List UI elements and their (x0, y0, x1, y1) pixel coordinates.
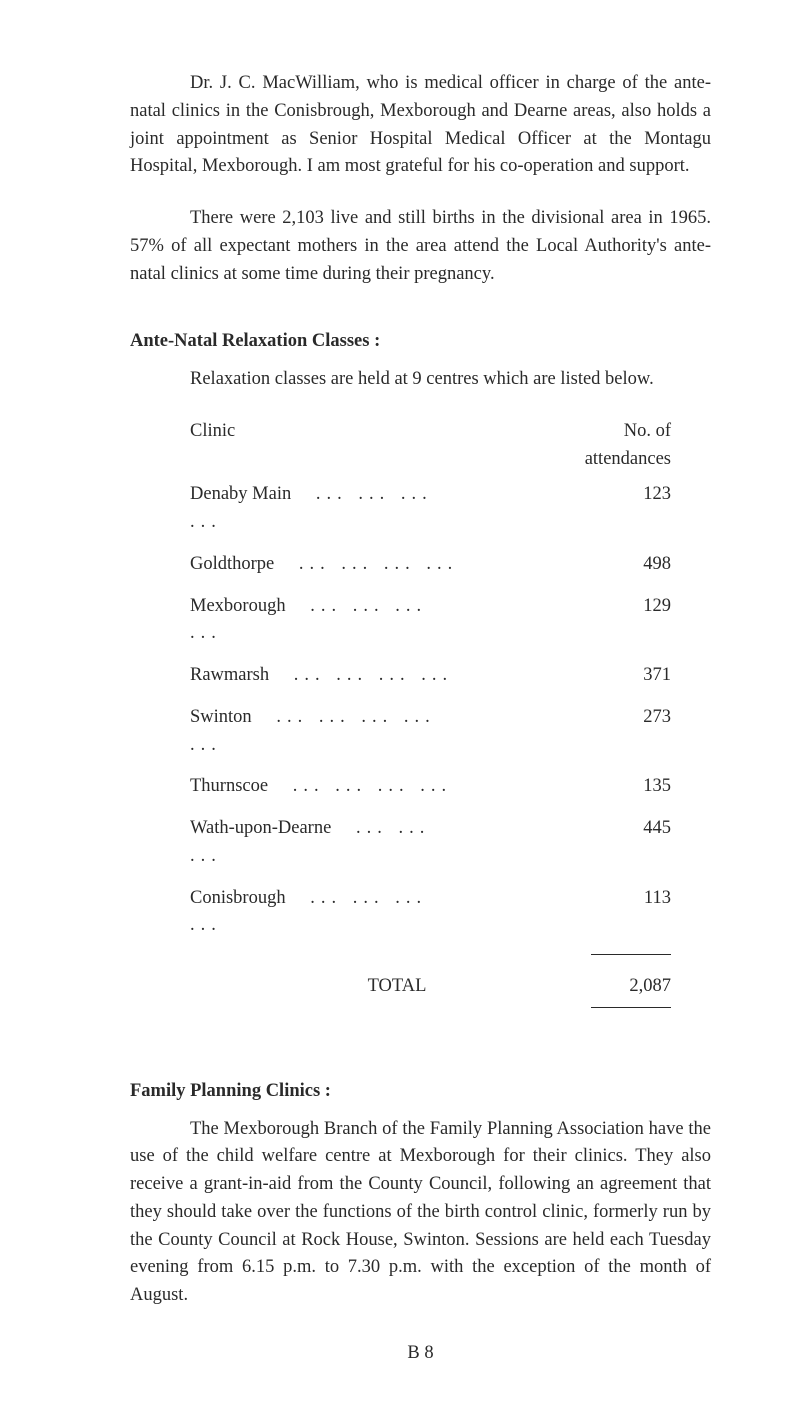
table-row: Wath-upon-Dearne ... ... ... 445 (130, 815, 711, 871)
paragraph-2: There were 2,103 live and still births i… (130, 205, 711, 288)
table-header-row: Clinic No. of attendances (130, 418, 711, 474)
clinic-name: Mexborough (190, 596, 286, 616)
value-cell: 135 (469, 773, 711, 801)
table-row: Thurnscoe ... ... ... ... 135 (130, 773, 711, 801)
total-row: TOTAL 2,087 (130, 973, 711, 1001)
leader-dots: ... ... ... ... (273, 776, 452, 796)
leader-dots: ... ... ... ... (274, 665, 453, 685)
section-heading-ante-natal: Ante-Natal Relaxation Classes : (130, 328, 711, 356)
section-heading-family-planning: Family Planning Clinics : (130, 1078, 711, 1106)
table-row: Goldthorpe ... ... ... ... 498 (130, 551, 711, 579)
table-row: Swinton ... ... ... ... ... 273 (130, 704, 711, 760)
clinic-name: Rawmarsh (190, 665, 269, 685)
value-cell: 273 (469, 704, 711, 732)
table-header-line2: attendances (492, 446, 711, 474)
value-cell: 123 (469, 481, 711, 509)
clinic-name: Goldthorpe (190, 554, 274, 574)
value-cell: 371 (469, 662, 711, 690)
clinic-cell: Thurnscoe ... ... ... ... (130, 773, 469, 801)
clinic-cell: Conisbrough ... ... ... ... (130, 885, 469, 941)
clinic-cell: Goldthorpe ... ... ... ... (130, 551, 469, 579)
table-header-line1: No. of (492, 418, 711, 446)
total-rule-bottom (591, 1007, 671, 1008)
value-cell: 498 (469, 551, 711, 579)
family-planning-body: The Mexborough Branch of the Family Plan… (130, 1116, 711, 1310)
clinic-name: Denaby Main (190, 484, 291, 504)
clinic-cell: Wath-upon-Dearne ... ... ... (130, 815, 469, 871)
leader-dots: ... ... ... ... (279, 554, 458, 574)
page-number: B 8 (130, 1340, 711, 1368)
clinic-name: Thurnscoe (190, 776, 268, 796)
table-header-attendances: No. of attendances (492, 418, 711, 474)
value-cell: 113 (469, 885, 711, 913)
clinic-cell: Swinton ... ... ... ... ... (130, 704, 469, 760)
total-value: 2,087 (456, 973, 711, 1001)
paragraph-1: Dr. J. C. MacWilliam, who is medical off… (130, 70, 711, 181)
table-row: Denaby Main ... ... ... ... 123 (130, 481, 711, 537)
clinic-cell: Denaby Main ... ... ... ... (130, 481, 469, 537)
value-cell: 129 (469, 593, 711, 621)
table-row: Mexborough ... ... ... ... 129 (130, 593, 711, 649)
table-header-clinic: Clinic (130, 418, 492, 474)
total-label: TOTAL (130, 973, 456, 1001)
clinic-name: Swinton (190, 707, 252, 727)
value-cell: 445 (469, 815, 711, 843)
total-rule-top (591, 954, 671, 955)
section-intro: Relaxation classes are held at 9 centres… (130, 366, 711, 394)
attendance-table: Clinic No. of attendances Denaby Main ..… (130, 418, 711, 1008)
family-planning-section: Family Planning Clinics : The Mexborough… (130, 1078, 711, 1310)
clinic-cell: Rawmarsh ... ... ... ... (130, 662, 469, 690)
clinic-cell: Mexborough ... ... ... ... (130, 593, 469, 649)
clinic-name: Wath-upon-Dearne (190, 818, 331, 838)
clinic-name: Conisbrough (190, 888, 286, 908)
table-row: Conisbrough ... ... ... ... 113 (130, 885, 711, 941)
table-row: Rawmarsh ... ... ... ... 371 (130, 662, 711, 690)
